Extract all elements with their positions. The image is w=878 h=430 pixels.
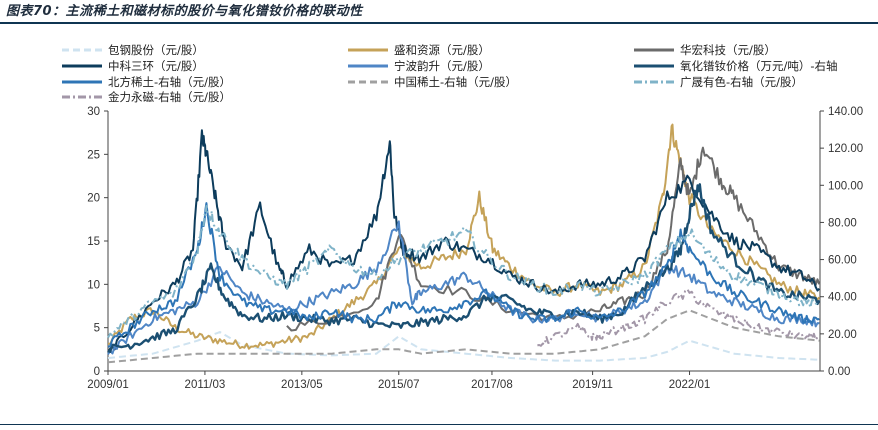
y-tick-label-right: 80.00 <box>828 217 857 229</box>
y-tick-label-right: 100.00 <box>828 180 863 192</box>
legend-label-5: 氧化镨钕价格（万元/吨）-右轴 <box>680 59 838 73</box>
legend-label-7: 中国稀土-右轴（元/股） <box>394 75 517 89</box>
y-tick-label-left: 25 <box>87 149 100 161</box>
y-tick-label-left: 0 <box>94 366 100 378</box>
plot-area <box>107 123 821 364</box>
series-line-7 <box>107 309 820 364</box>
y-tick-label-right: 60.00 <box>828 255 857 267</box>
series-line-6 <box>107 202 820 348</box>
x-tick-label: 2019/11 <box>572 379 613 391</box>
legend-label-1: 盛和资源（元/股） <box>394 43 490 57</box>
series-line-0 <box>107 331 820 362</box>
legend-label-2: 华宏科技（元/股） <box>680 43 776 57</box>
y-tick-label-left: 15 <box>87 236 100 248</box>
y-tick-label-right: 0.00 <box>828 366 850 378</box>
legend-label-6: 北方稀土-右轴（元/股） <box>108 75 231 89</box>
series-line-8 <box>107 205 820 339</box>
x-tick-label: 2015/07 <box>378 379 420 391</box>
y-tick-label-left: 10 <box>87 279 100 291</box>
x-tick-label: 2009/01 <box>87 379 129 391</box>
y-tick-label-left: 20 <box>87 193 100 205</box>
y-tick-label-right: 40.00 <box>828 292 857 304</box>
x-tick-label: 2017/08 <box>471 379 513 391</box>
legend-label-9: 金力永磁-右轴（元/股） <box>108 90 231 104</box>
legend: 包钢股份（元/股） 盛和资源（元/股） 华宏科技（元/股） 中科三环（元/股） 宁波韵升… <box>62 43 838 104</box>
legend-label-8: 广晟有色-右轴（元/股） <box>680 75 803 89</box>
axes: 0 5 10 15 20 25 30 0.00 20.00 40.00 60.00 80.00 100.… <box>87 106 863 391</box>
y-tick-label-right: 20.00 <box>828 329 857 341</box>
legend-label-0: 包钢股份（元/股） <box>108 43 204 57</box>
legend-label-4: 宁波韵升（元/股） <box>394 59 490 73</box>
series-line-5 <box>107 183 821 353</box>
top-rule <box>0 22 878 24</box>
series-line-9 <box>537 288 820 347</box>
x-tick-label: 2011/03 <box>185 379 226 391</box>
x-tick-label: 2013/05 <box>281 379 323 391</box>
legend-label-3: 中科三环（元/股） <box>108 59 204 73</box>
x-tick-label: 2022/01 <box>669 379 711 391</box>
bottom-rule <box>0 424 878 425</box>
y-tick-label-right: 120.00 <box>828 143 863 155</box>
series-line-4 <box>107 220 820 355</box>
y-tick-label-left: 5 <box>94 323 100 335</box>
page-title: 图表70：主流稀土和磁材标的股价与氧化镨钕价格的联动性 <box>6 4 363 19</box>
y-tick-label-left: 30 <box>87 106 100 118</box>
y-tick-label-right: 140.00 <box>828 106 863 118</box>
